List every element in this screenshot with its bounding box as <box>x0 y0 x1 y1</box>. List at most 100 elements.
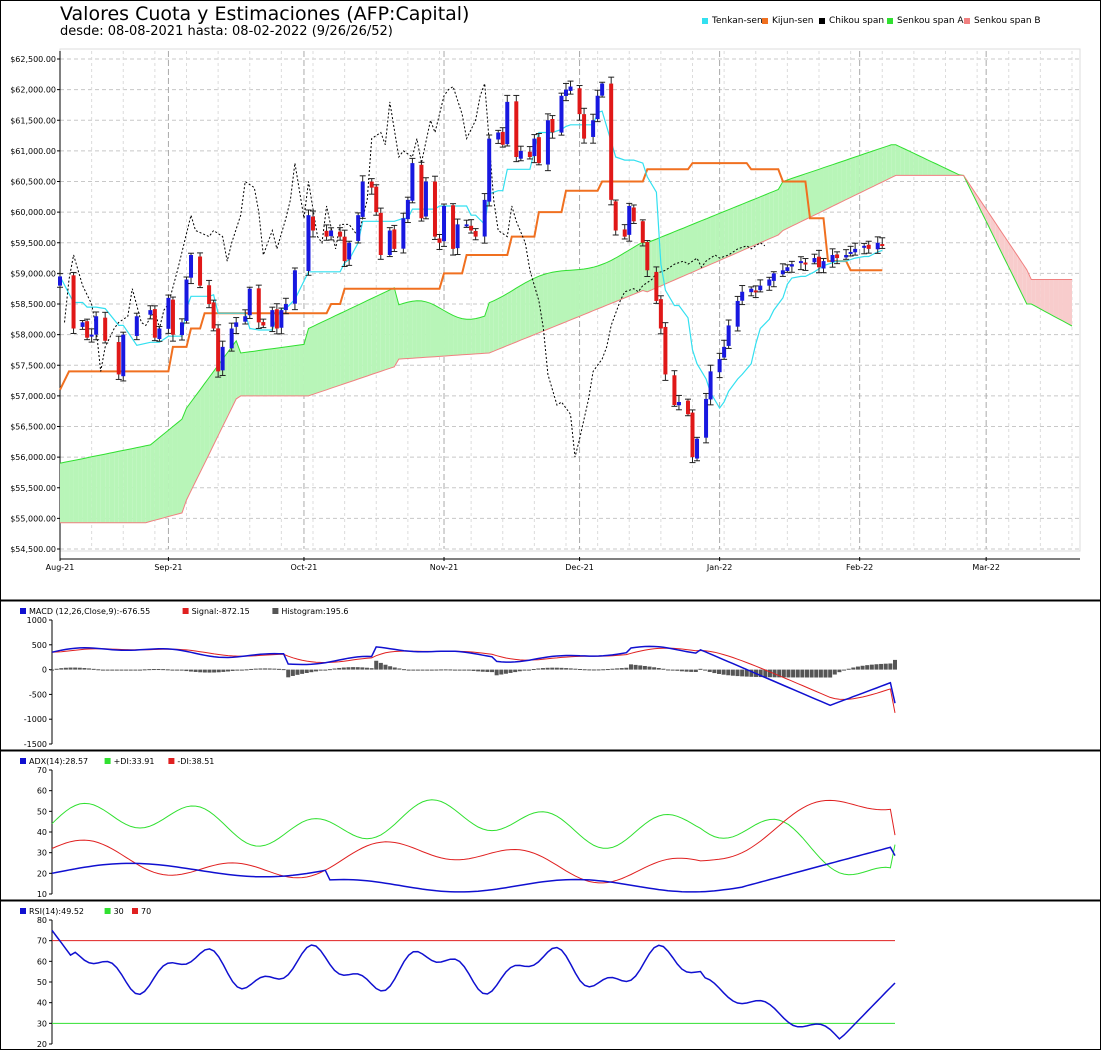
cloud-segment <box>1062 279 1068 324</box>
macd-histogram-bar <box>675 669 680 671</box>
macd-histogram-bar <box>239 669 244 671</box>
macd-histogram-bar <box>448 669 453 671</box>
macd-histogram-bar <box>832 669 837 675</box>
candle-up <box>704 398 709 438</box>
macd-histogram-bar <box>207 669 212 673</box>
candle-up <box>780 270 785 275</box>
candle-down <box>622 229 627 237</box>
cloud-segment <box>105 453 110 523</box>
cloud-segment <box>629 247 634 297</box>
cloud-segment <box>1049 279 1054 317</box>
cloud-segment <box>1022 262 1027 304</box>
cloud-segment <box>782 179 788 231</box>
macd-histogram-bar <box>355 667 360 670</box>
candle-down <box>658 299 663 329</box>
macd-histogram-bar <box>105 669 110 671</box>
panel-y-tick-label: 20 <box>37 1040 47 1049</box>
cloud-segment <box>1067 279 1072 327</box>
macd-histogram-bar <box>77 667 82 670</box>
cloud-segment <box>240 352 246 396</box>
macd-histogram-bar <box>730 669 735 676</box>
macd-histogram-bar <box>138 669 143 671</box>
candle-up <box>812 258 817 263</box>
panel-y-tick-label: 40 <box>37 999 47 1008</box>
candle-up <box>627 206 632 235</box>
candle-up <box>798 261 803 264</box>
macd-histogram-bar <box>707 669 712 672</box>
macd-histogram-bar <box>429 669 434 671</box>
cloud-segment <box>733 206 738 255</box>
candle-down <box>690 412 695 458</box>
y-tick-label: $58,000.00 <box>10 331 56 340</box>
panel-legend-label: -DI:38.51 <box>177 757 214 766</box>
cloud-segment <box>886 144 892 180</box>
candle-up <box>387 230 392 255</box>
cloud-segment <box>489 300 494 353</box>
legend-chikou: Chikou span <box>819 16 884 26</box>
macd-histogram-bar <box>591 669 596 671</box>
cloud-segment <box>150 441 155 522</box>
macd-histogram-bar <box>443 669 448 671</box>
cloud-segment <box>100 454 106 523</box>
cloud-segment <box>543 273 548 331</box>
panel-y-tick-label: 70 <box>37 766 47 775</box>
macd-histogram-bar <box>360 667 365 670</box>
y-tick-label: $62,500.00 <box>10 55 56 64</box>
cloud-segment <box>913 153 919 176</box>
y-tick-label: $57,000.00 <box>10 392 56 401</box>
candle-down <box>152 309 157 338</box>
candle-down <box>324 230 329 237</box>
cloud-segment <box>367 298 372 376</box>
macd-histogram-bar <box>198 669 203 673</box>
macd-histogram-bar <box>837 669 842 673</box>
candle-up <box>844 255 849 258</box>
cloud-segment <box>303 328 309 396</box>
cloud-segment <box>538 274 544 333</box>
candle-down <box>374 186 379 213</box>
cloud-segment <box>376 294 381 373</box>
candle-down <box>369 181 374 188</box>
candle-down <box>170 299 175 335</box>
cloud-segment <box>231 340 237 409</box>
macd-histogram-bar <box>587 669 592 671</box>
macd-histogram-bar <box>823 669 828 678</box>
cloud-segment <box>737 204 743 253</box>
cloud-segment <box>502 293 508 348</box>
cloud-segment <box>480 316 485 354</box>
macd-histogram-bar <box>633 664 638 670</box>
candle-up <box>270 310 275 327</box>
cloud-segment <box>556 270 562 326</box>
candle-up <box>717 359 722 373</box>
panel-y-tick-label: 10 <box>37 890 47 899</box>
macd-histogram-bar <box>740 669 745 677</box>
candle-up <box>94 316 99 335</box>
macd-histogram-bar <box>642 665 647 670</box>
cloud-segment <box>385 289 390 370</box>
cloud-segment <box>249 351 255 396</box>
macd-histogram-bar <box>388 666 393 670</box>
cloud-segment <box>493 298 499 352</box>
macd-histogram-bar <box>147 669 152 671</box>
y-tick-label: $58,500.00 <box>10 300 56 309</box>
macd-histogram-bar <box>749 669 754 677</box>
macd-histogram-bar <box>402 669 407 671</box>
macd-histogram-bar <box>216 669 221 673</box>
candle-down <box>803 262 808 265</box>
cloud-segment <box>922 157 928 176</box>
macd-histogram-bar <box>267 668 272 670</box>
y-tick-label: $62,000.00 <box>10 86 56 95</box>
cloud-segment <box>909 151 914 176</box>
legend-kijun: Kijun-sen <box>762 16 814 26</box>
candle-down <box>198 256 203 286</box>
macd-histogram-bar <box>378 662 383 670</box>
cloud-segment <box>353 304 359 381</box>
macd-histogram-bar <box>50 669 54 671</box>
candle-up <box>229 328 234 349</box>
cloud-segment <box>1058 279 1063 322</box>
cloud-segment <box>710 215 716 265</box>
cloud-segment <box>638 242 643 293</box>
panel-y-tick-label: 500 <box>32 641 47 650</box>
cloud-segment <box>764 193 770 241</box>
candle-up <box>360 181 365 217</box>
cloud-segment <box>665 233 670 284</box>
